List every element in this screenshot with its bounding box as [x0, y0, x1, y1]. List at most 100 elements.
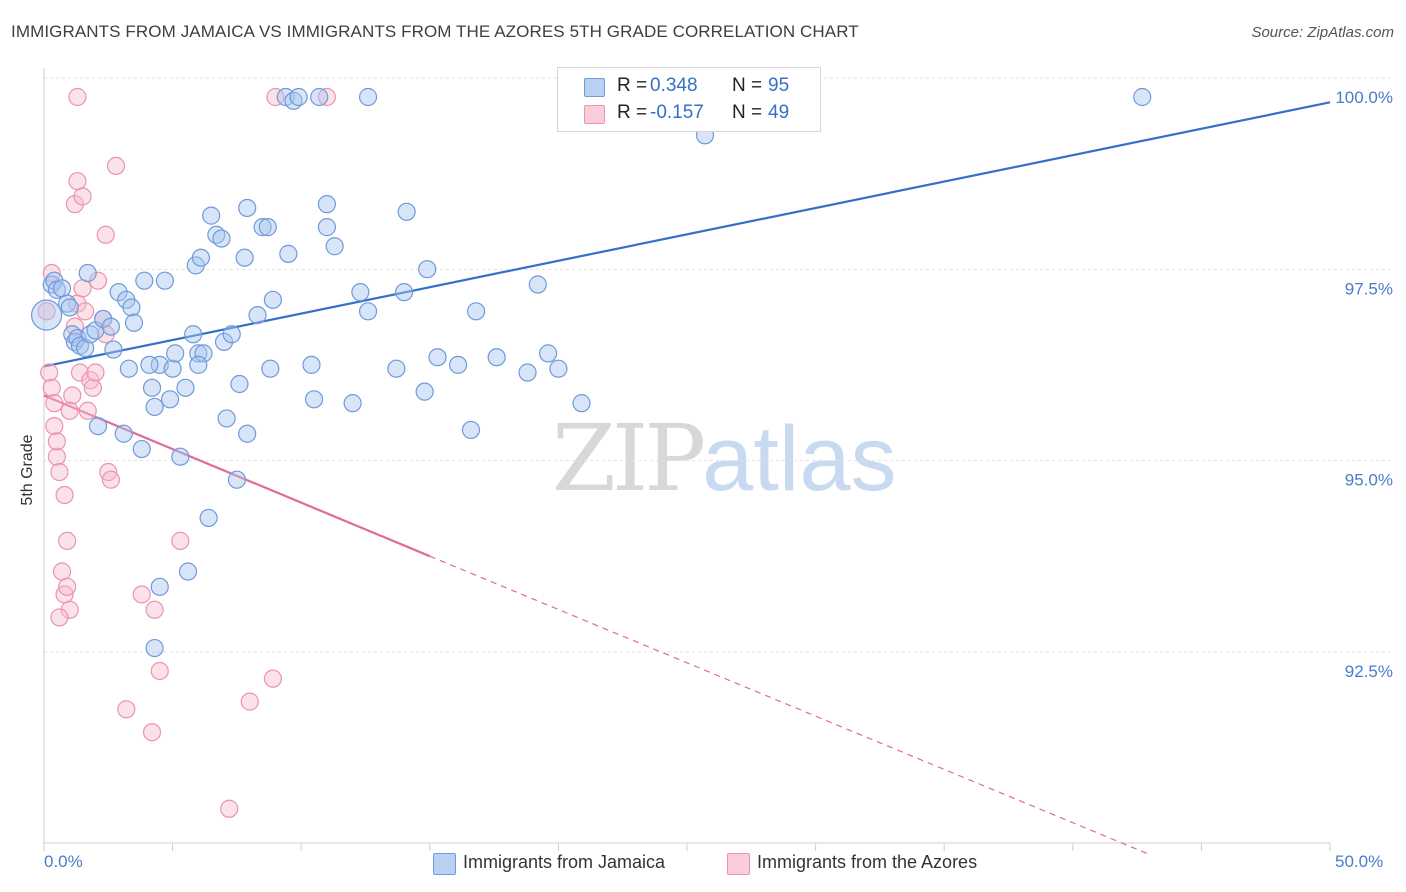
azores-point [117, 700, 136, 719]
azores-point [70, 363, 90, 382]
jamaica-point [217, 409, 236, 428]
azores-point [58, 577, 77, 596]
azores-point [142, 723, 162, 742]
y-axis-label: 5th Grade [19, 434, 36, 506]
x-tick-label-min: 0.0% [44, 852, 83, 871]
jamaica-point [178, 562, 198, 581]
jamaica-point [302, 355, 321, 374]
jamaica-point [52, 279, 72, 298]
jamaica-point [358, 302, 378, 321]
jamaica-point [1133, 87, 1152, 107]
azores-point [220, 799, 239, 818]
azores-point [76, 302, 95, 321]
azores-point [47, 432, 66, 451]
jamaica-point [109, 283, 128, 302]
jamaica-point [351, 283, 370, 302]
jamaica-point [248, 306, 267, 325]
azores-point [65, 195, 84, 214]
stats-legend: R = 0.348 N = 95 R = -0.157 N = 49 [557, 67, 821, 132]
jamaica-point [88, 416, 108, 436]
azores-point [55, 485, 74, 505]
jamaica-point [114, 424, 133, 443]
bottom-legend-swatch-azores [727, 853, 750, 875]
azores-point [88, 271, 108, 290]
azores-point [60, 401, 79, 420]
jamaica-point [279, 244, 298, 263]
jamaica-point [155, 271, 174, 290]
jamaica-point [358, 87, 378, 107]
jamaica-point [343, 394, 362, 413]
jamaica-point [145, 397, 164, 417]
jamaica-point [258, 218, 277, 237]
jamaica-point [238, 424, 257, 443]
jamaica-point [101, 317, 120, 336]
azores-point [47, 447, 66, 466]
jamaica-point [235, 248, 254, 267]
chart-title: IMMIGRANTS FROM JAMAICA VS IMMIGRANTS FR… [11, 22, 859, 41]
jamaica-point [166, 344, 185, 363]
jamaica-point [122, 298, 141, 317]
azores-point [68, 172, 87, 191]
jamaica-point [263, 290, 283, 309]
jamaica-point [394, 283, 414, 302]
trend-lines [43, 101, 1331, 856]
azores-point [40, 363, 59, 382]
jamaica-point [238, 198, 257, 218]
jamaica-point [227, 470, 246, 489]
azores-point [145, 600, 164, 619]
jamaica-point [76, 338, 95, 358]
jamaica-point [518, 363, 537, 382]
trend-line-azores-extrapolated [429, 555, 1151, 856]
jamaica-point [310, 87, 329, 107]
legend-swatch-azores [584, 105, 605, 124]
azores-point [73, 187, 92, 206]
jamaica-point [325, 237, 344, 256]
jamaica-point [261, 359, 280, 378]
x-tick-label-max: 50.0% [1335, 852, 1384, 871]
jamaica-point [140, 355, 159, 374]
jamaica-point [132, 439, 151, 459]
legend-n-label: N = [732, 75, 763, 96]
jamaica-point [539, 344, 558, 363]
watermark: ZIPatlas [552, 405, 897, 512]
azores-point [42, 378, 61, 397]
jamaica-point [289, 87, 308, 107]
trend-line-azores [43, 394, 431, 558]
source-label: Source: ZipAtlas.com [1251, 24, 1394, 41]
jamaica-point [317, 195, 337, 214]
bottom-legend-label-jamaica: Immigrants from Jamaica [463, 852, 666, 872]
jamaica-point [142, 378, 162, 397]
azores-point [50, 462, 69, 482]
jamaica-point [487, 348, 506, 367]
azores-point [106, 156, 126, 175]
azores-point [73, 279, 92, 298]
jamaica-point [461, 420, 481, 440]
azores-point [52, 562, 72, 581]
jamaica-point [94, 309, 113, 329]
azores-point [96, 225, 115, 244]
azores-point [132, 585, 151, 604]
legend-n-value: 49 [768, 102, 790, 123]
azores-point [83, 378, 102, 397]
legend-swatch-jamaica [584, 78, 605, 97]
y-tick-label: 97.5% [1345, 279, 1393, 298]
jamaica-point [415, 382, 434, 401]
azores-point [171, 531, 190, 550]
jamaica-point [163, 359, 182, 378]
jamaica-point [150, 577, 169, 596]
jamaica-point [448, 355, 468, 374]
jamaica-point [253, 218, 272, 237]
y-tick-label: 95.0% [1345, 471, 1393, 490]
legend-r-value: 0.348 [650, 75, 698, 96]
legend-r-label: R = [617, 75, 648, 96]
jamaica-point [549, 359, 568, 378]
jamaica-point [397, 202, 416, 221]
jamaica-point [222, 325, 241, 344]
jamaica-point [214, 332, 234, 352]
azores-point [37, 302, 56, 321]
watermark-atlas: atlas [702, 408, 897, 510]
jamaica-point [124, 313, 144, 332]
y-tick-label: 100.0% [1335, 88, 1393, 107]
legend-n-value: 95 [768, 75, 790, 96]
